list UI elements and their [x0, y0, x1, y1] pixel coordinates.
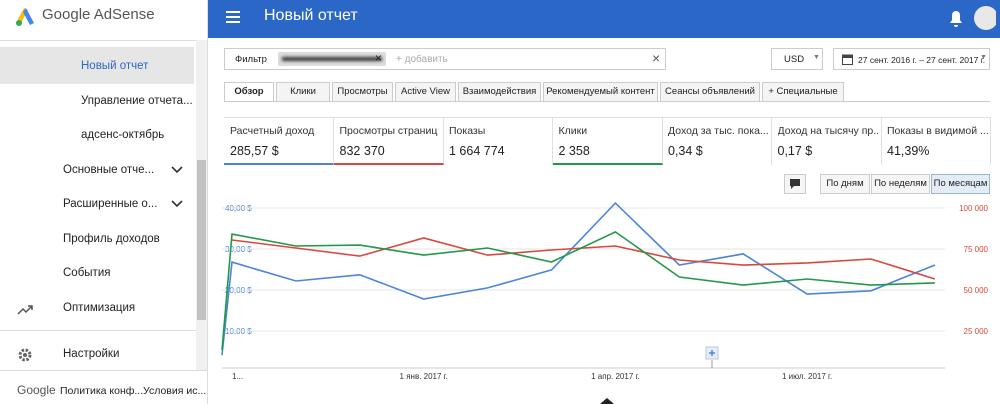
metric-label: Показы в видимой ...: [887, 125, 989, 137]
filter-chip[interactable]: [278, 52, 386, 66]
metric-card[interactable]: Показы 1 664 774: [443, 117, 553, 165]
gear-icon: [18, 348, 32, 362]
calendar-icon: [842, 54, 853, 65]
chevron[interactable]: [171, 200, 183, 208]
trend-icon: [17, 305, 33, 315]
nav-item[interactable]: Управление отчета...: [81, 95, 193, 107]
metric-label: Доход за тыс. пока...: [668, 125, 769, 137]
metric-value: 41,39%: [887, 144, 930, 158]
metric-label: Клики: [558, 125, 588, 137]
y2-tick-label: 75 000: [964, 245, 989, 254]
menu-icon[interactable]: [226, 10, 242, 24]
view-button[interactable]: По месяцам: [931, 174, 990, 194]
tab-rule: [224, 101, 990, 102]
avatar[interactable]: [974, 6, 996, 30]
metric-card[interactable]: Показы в видимой ... 41,39%: [881, 117, 991, 165]
divider: [0, 370, 207, 371]
x-tick-label: 1 апр. 2017 г.: [591, 372, 640, 381]
comment-button[interactable]: [784, 174, 806, 194]
nav-item[interactable]: Профиль доходов: [63, 233, 160, 245]
view-button[interactable]: По неделям: [871, 174, 930, 194]
nav-item[interactable]: Расширенные о...: [63, 198, 158, 210]
metric-card[interactable]: Клики 2 358: [552, 117, 663, 165]
filter-input[interactable]: + добавить: [396, 54, 448, 65]
series-line: [221, 230, 935, 351]
nav-item[interactable]: Основные отче...: [63, 164, 155, 176]
nav-item[interactable]: адсенс-октябрь: [81, 129, 165, 141]
chevron[interactable]: [171, 166, 183, 174]
nav-item[interactable]: События: [63, 267, 111, 279]
header: Новый отчет: [208, 0, 1000, 38]
filter-clear[interactable]: ×: [652, 50, 661, 66]
nav-item[interactable]: Настройки: [63, 348, 120, 360]
metric-value: 2 358: [558, 144, 590, 158]
metric-value: 0,17 $: [777, 144, 813, 158]
filter-label: Фильтр: [235, 54, 267, 65]
bell-icon[interactable]: [950, 11, 962, 27]
logo: Google AdSense: [42, 6, 155, 23]
dropdown-arrow: ▼: [980, 54, 987, 61]
currency-select[interactable]: USD ▼: [771, 48, 823, 70]
metric-card[interactable]: Доход на тысячу пр... 0,17 $: [771, 117, 882, 165]
metric-label: Расчетный доход: [230, 125, 315, 137]
metric-card[interactable]: Доход за тыс. пока... 0,34 $: [662, 117, 772, 165]
nav-item[interactable]: Новый отчет: [81, 60, 149, 72]
date-select[interactable]: 27 сент. 2016 г. – 27 сент. 2017 г. ▼: [833, 48, 990, 70]
metric-label: Показы: [449, 125, 486, 137]
x-tick-label: 1 июл. 2017 г.: [782, 372, 832, 381]
footer-link[interactable]: Условия ис...: [143, 385, 207, 397]
scroll-thumb[interactable]: [197, 160, 206, 320]
currency: USD: [784, 54, 805, 65]
annotation-plus: [709, 350, 715, 356]
metric-card[interactable]: Расчетный доход 285,57 $: [224, 117, 334, 165]
series-line: [231, 237, 936, 280]
gear-icon: [23, 353, 27, 357]
metric-label: Доход на тысячу пр...: [777, 125, 880, 137]
selected-bg: [0, 47, 194, 84]
metric-label: Просмотры страниц: [339, 125, 438, 137]
sidebar: Google AdSense Новый отчет Управление от…: [0, 0, 208, 404]
logo-icon: [16, 8, 34, 26]
y2-tick-label: 50 000: [964, 286, 989, 295]
metric-value: 0,34 $: [668, 144, 703, 158]
divider: [0, 40, 196, 41]
date-range: 27 сент. 2016 г. – 27 сент. 2017 г.: [858, 55, 986, 65]
scroll-handle[interactable]: [600, 398, 614, 404]
metric-value: 1 664 774: [449, 144, 505, 158]
divider: [0, 330, 196, 331]
x-tick-label: 1...: [232, 372, 243, 381]
chip-close[interactable]: ×: [375, 51, 383, 65]
page-title: Новый отчет: [264, 7, 358, 24]
header-icons: [950, 6, 996, 30]
metric-card[interactable]: Просмотры страниц 832 370: [333, 117, 444, 165]
y2-tick-label: 100 000: [959, 204, 988, 213]
filter-box[interactable]: Фильтр × + добавить ×: [224, 48, 666, 70]
view-button[interactable]: По дням: [820, 174, 870, 194]
nav-item[interactable]: Оптимизация: [63, 302, 136, 314]
x-tick-label: 1 янв. 2017 г.: [400, 372, 448, 381]
footer-google: Google: [17, 383, 56, 397]
metric-value: 285,57 $: [230, 144, 279, 158]
metric-value: 832 370: [339, 144, 385, 158]
footer-link[interactable]: Политика конф...: [60, 385, 144, 397]
dropdown-arrow: ▼: [813, 54, 820, 61]
series-line: [221, 201, 936, 356]
y2-tick-label: 25 000: [964, 327, 989, 336]
